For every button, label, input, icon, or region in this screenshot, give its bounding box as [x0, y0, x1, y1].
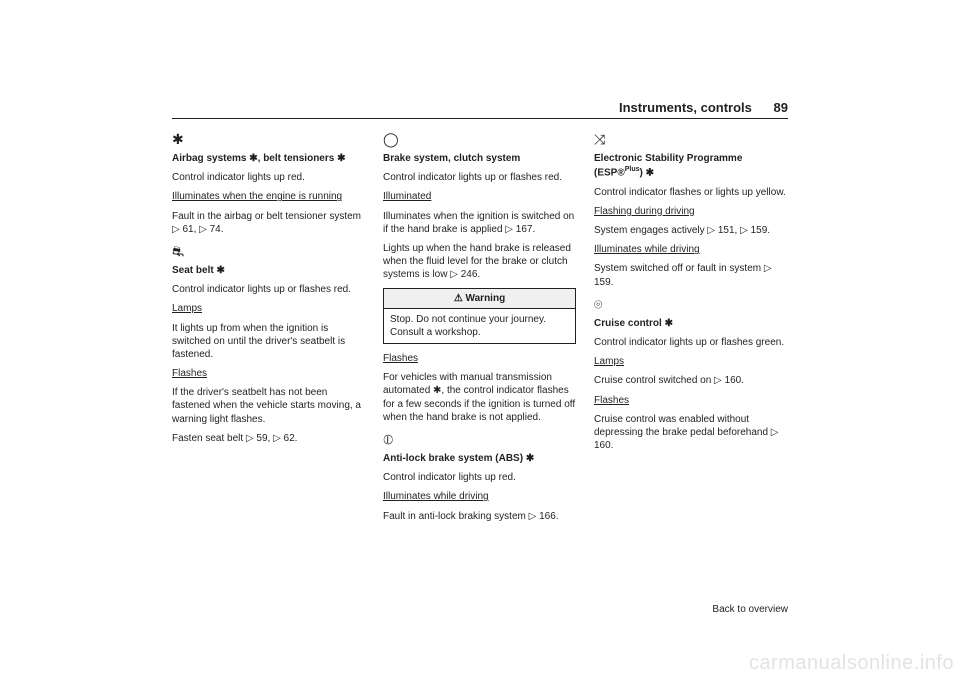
page-number: 89: [774, 100, 788, 115]
column-2: ◯ Brake system, clutch system Control in…: [383, 132, 576, 529]
seatbelt-line1: Control indicator lights up or flashes r…: [172, 283, 365, 296]
brake-sub1: Illuminated: [383, 191, 431, 202]
cruise-line1: Control indicator lights up or flashes g…: [594, 336, 787, 349]
back-to-overview-link[interactable]: Back to overview: [712, 604, 788, 615]
warning-title: ⚠ Warning: [384, 289, 575, 309]
esp-title: Electronic Stability Programme (ESP®Plus…: [594, 152, 787, 180]
esp-line1: Control indicator flashes or lights up y…: [594, 186, 787, 199]
warning-body: Stop. Do not continue your journey. Cons…: [384, 309, 575, 343]
seatbelt-title: Seat belt ✱: [172, 265, 225, 276]
airbag-body1: Fault in the airbag or belt tensioner sy…: [172, 210, 365, 236]
seatbelt-body1: It lights up from when the ignition is s…: [172, 322, 365, 362]
abs-sub1: Illuminates while driving: [383, 491, 489, 502]
header-rule: [172, 118, 788, 119]
cruise-body1: Cruise control switched on ▷ 160.: [594, 374, 787, 387]
warning-box: ⚠ Warning Stop. Do not continue your jou…: [383, 288, 576, 345]
abs-title: Anti-lock brake system (ABS) ✱: [383, 453, 534, 464]
brake-icon: ◯: [383, 132, 576, 146]
airbag-line1: Control indicator lights up red.: [172, 171, 365, 184]
watermark: carmanualsonline.info: [749, 652, 954, 675]
column-1: ✱ Airbag systems ✱, belt tensioners ✱ Co…: [172, 132, 365, 529]
brakeflash-sub: Flashes: [383, 353, 418, 364]
esp-title-sup: Plus: [625, 166, 640, 173]
airbag-title: Airbag systems ✱, belt tensioners ✱: [172, 153, 345, 164]
seatbelt-body3: Fasten seat belt ▷ 59, ▷ 62.: [172, 432, 365, 445]
airbag-icon: ✱: [172, 132, 365, 146]
esp-title-pre: Electronic Stability Programme (ESP®: [594, 153, 742, 179]
abs-icon: ⦶: [383, 432, 576, 446]
esp-title-post: ) ✱: [640, 168, 655, 179]
esp-sub2: Illuminates while driving: [594, 244, 700, 255]
brake-line1: Control indicator lights up or flashes r…: [383, 171, 576, 184]
esp-icon: ⤨: [594, 132, 787, 146]
brake-title: Brake system, clutch system: [383, 153, 520, 164]
cruise-body2: Cruise control was enabled without depre…: [594, 413, 787, 453]
seatbelt-body2: If the driver's seatbelt has not been fa…: [172, 386, 365, 426]
brake-body1: Illuminates when the ignition is switche…: [383, 210, 576, 236]
airbag-sub1: Illuminates when the engine is running: [172, 191, 342, 202]
columns: ✱ Airbag systems ✱, belt tensioners ✱ Co…: [172, 132, 788, 529]
brake-body2: Lights up when the hand brake is release…: [383, 242, 576, 282]
page-header: Instruments, controls 89: [619, 100, 788, 115]
abs-body1: Fault in anti-lock braking system ▷ 166.: [383, 510, 576, 523]
section-title: Instruments, controls: [619, 100, 752, 115]
seatbelt-icon: ⛐: [172, 244, 365, 258]
brakeflash-body: For vehicles with manual transmission au…: [383, 371, 576, 424]
abs-line1: Control indicator lights up red.: [383, 471, 576, 484]
seatbelt-sub2: Flashes: [172, 368, 207, 379]
cruise-title: Cruise control ✱: [594, 318, 673, 329]
cruise-sub2: Flashes: [594, 395, 629, 406]
esp-body2: System switched off or fault in system ▷…: [594, 262, 787, 288]
esp-body1: System engages actively ▷ 151, ▷ 159.: [594, 224, 787, 237]
seatbelt-sub1: Lamps: [172, 303, 202, 314]
page: Instruments, controls 89 ✱ Airbag system…: [0, 0, 960, 679]
column-3: ⤨ Electronic Stability Programme (ESP®Pl…: [594, 132, 787, 529]
cruise-sub1: Lamps: [594, 356, 624, 367]
cruise-icon: ⌾: [594, 297, 787, 311]
esp-sub1: Flashing during driving: [594, 206, 695, 217]
